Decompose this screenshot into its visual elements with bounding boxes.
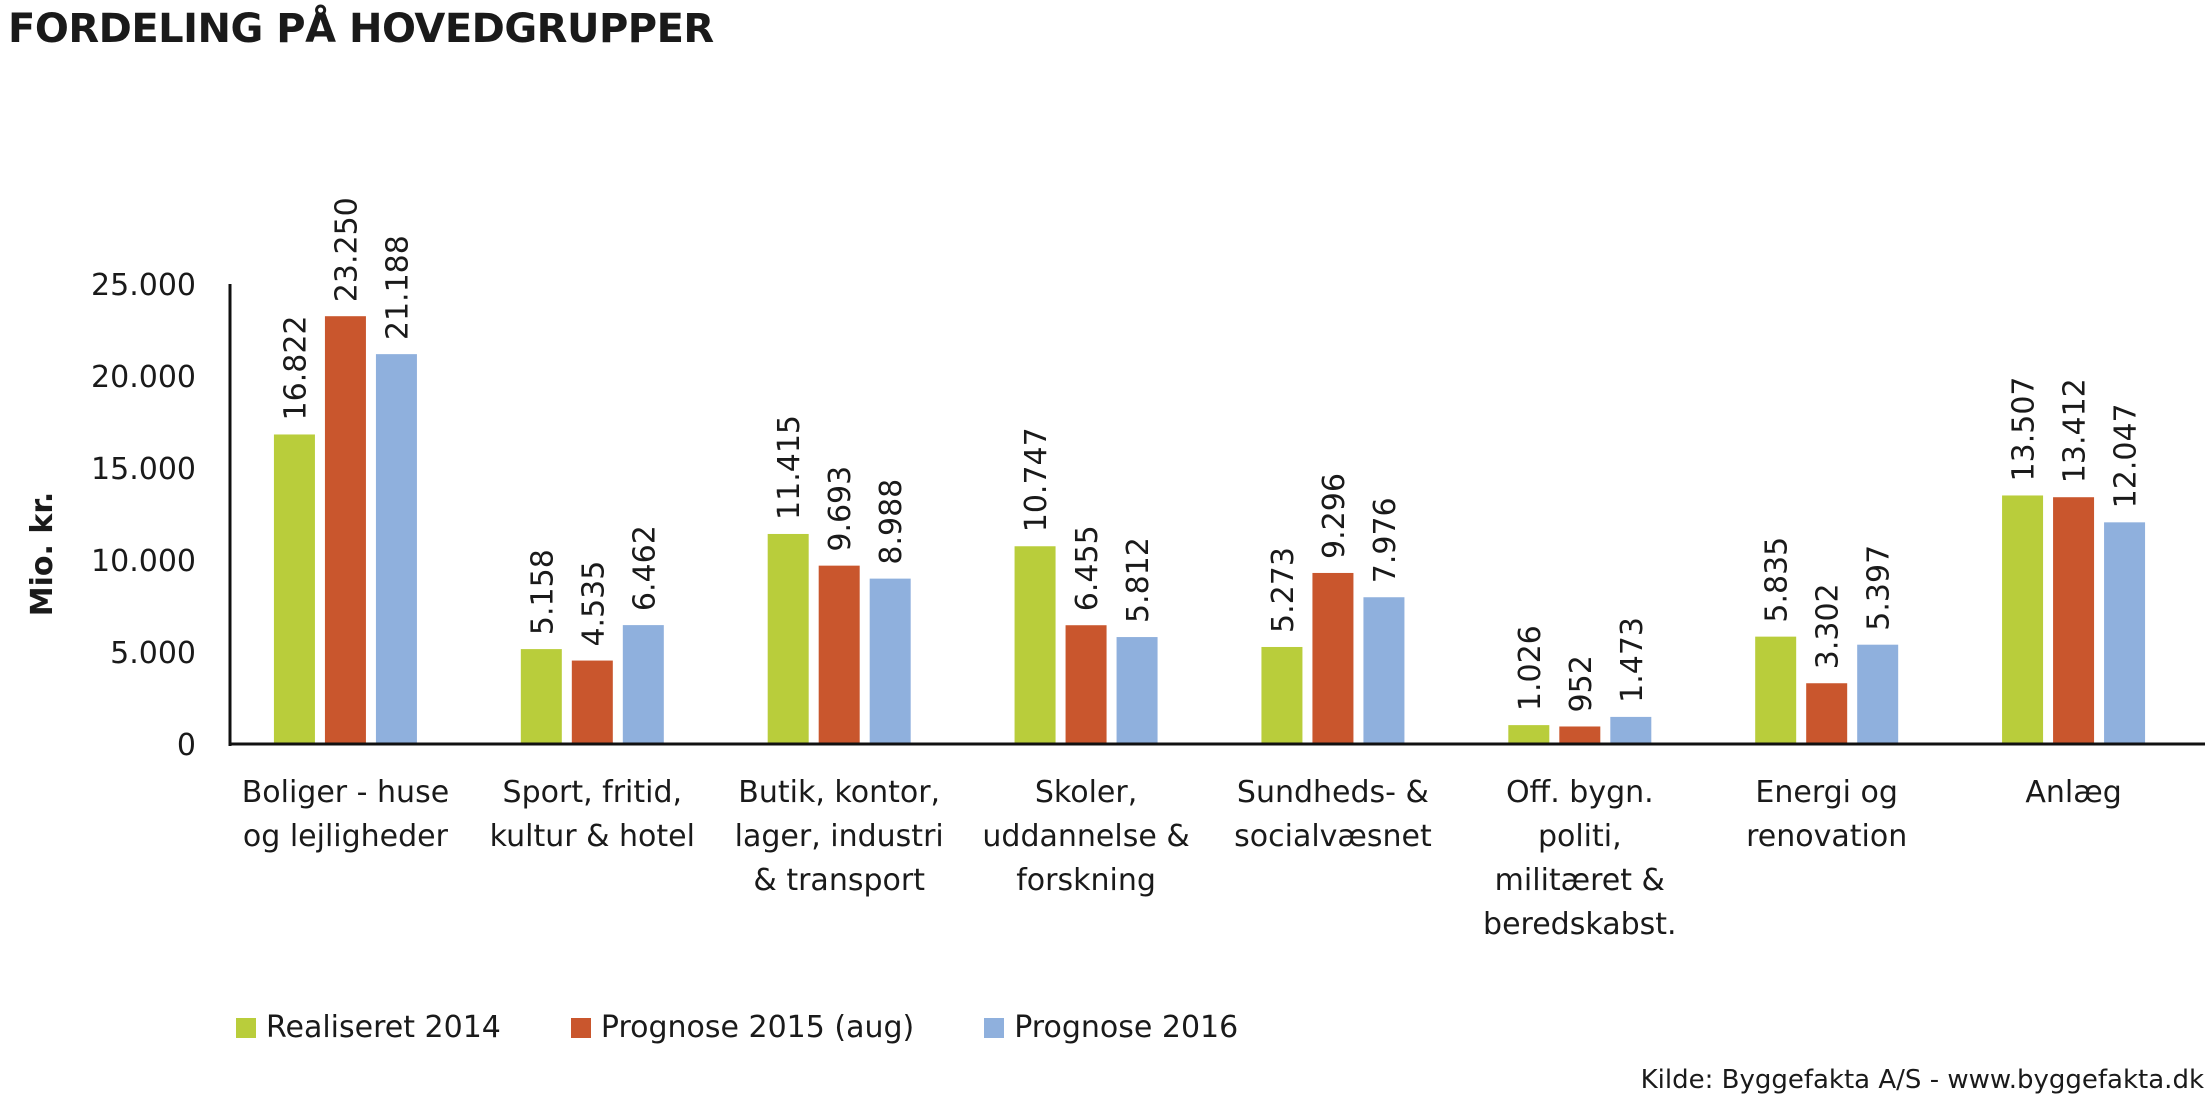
data-label: 6.455 <box>1070 525 1105 611</box>
y-tick-label: 10.000 <box>91 544 196 579</box>
bar <box>1559 726 1601 743</box>
y-tick-label: 0 <box>177 728 196 763</box>
bar <box>273 434 315 743</box>
x-tick-label: lager, industri <box>735 819 944 854</box>
x-tick-label: kultur & hotel <box>490 819 695 854</box>
x-tick-label: Off. bygn. <box>1506 775 1654 810</box>
data-label: 12.047 <box>2109 403 2144 508</box>
bar <box>622 625 664 743</box>
x-tick-label: og lejligheder <box>243 819 449 854</box>
data-label: 9.296 <box>1317 473 1352 559</box>
y-tick-label: 25.000 <box>91 268 196 303</box>
y-axis-label: Mio. kr. <box>25 492 60 616</box>
bar <box>1363 597 1405 743</box>
data-label: 5.835 <box>1760 537 1795 623</box>
x-tick-label: Sundheds- & <box>1237 775 1429 810</box>
x-tick-label: Energi og <box>1755 775 1898 810</box>
legend-label: Prognose 2015 (aug) <box>600 1010 915 1045</box>
legend-swatch <box>236 1017 256 1038</box>
legend-swatch <box>984 1017 1005 1038</box>
legend-item: Prognose 2015 (aug) <box>570 1010 915 1045</box>
bar <box>767 533 809 743</box>
x-tick-label: socialvæsnet <box>1234 819 1432 854</box>
data-label: 3.302 <box>1811 583 1846 669</box>
bar <box>1116 637 1158 743</box>
y-tick-label: 5.000 <box>110 636 196 671</box>
legend-item: Realiseret 2014 <box>236 1010 501 1045</box>
bar <box>571 660 613 743</box>
x-tick-label: uddannelse & <box>982 819 1189 854</box>
bar <box>1857 644 1899 743</box>
bar <box>2053 497 2095 743</box>
data-label: 5.273 <box>1266 547 1301 633</box>
bar <box>520 649 562 743</box>
chart-title: FORDELING PÅ HOVEDGRUPPER <box>8 6 714 52</box>
x-tick-label: Boliger - huse <box>242 775 449 810</box>
x-tick-label: Anlæg <box>2025 775 2121 810</box>
data-label: 6.462 <box>627 525 662 611</box>
data-label: 10.747 <box>1019 427 1054 532</box>
legend-swatch <box>570 1017 591 1038</box>
x-tick-label: Skoler, <box>1035 775 1137 810</box>
x-tick-label: renovation <box>1746 819 1907 854</box>
x-tick-label: militæret & <box>1495 863 1665 898</box>
bar <box>324 316 366 743</box>
x-tick-label: beredskabst. <box>1483 907 1677 942</box>
data-label: 11.415 <box>772 415 807 520</box>
data-label: 9.693 <box>823 466 858 552</box>
data-label: 4.535 <box>576 561 611 647</box>
legend-item: Prognose 2016 <box>984 1010 1238 1045</box>
data-label: 952 <box>1564 655 1599 712</box>
data-label: 21.188 <box>380 235 415 340</box>
y-tick-label: 20.000 <box>91 360 196 395</box>
legend-label: Prognose 2016 <box>1014 1010 1239 1045</box>
bar <box>818 565 860 743</box>
bar <box>1065 625 1107 743</box>
bar <box>1806 683 1848 743</box>
data-label: 13.412 <box>2058 378 2093 483</box>
data-label: 5.812 <box>1121 537 1156 623</box>
data-label: 5.158 <box>525 549 560 635</box>
y-tick-label: 15.000 <box>91 452 196 487</box>
bar <box>2002 495 2044 743</box>
bar <box>1508 725 1550 743</box>
data-label: 5.397 <box>1862 545 1897 631</box>
bar <box>375 354 417 743</box>
legend-label: Realiseret 2014 <box>266 1010 501 1045</box>
x-tick-label: politi, <box>1538 819 1622 854</box>
x-tick-label: & transport <box>753 863 925 898</box>
bar <box>1014 546 1056 743</box>
data-label: 16.822 <box>278 315 313 420</box>
x-tick-label: forskning <box>1016 863 1156 898</box>
data-label: 7.976 <box>1368 497 1403 583</box>
bar <box>1755 636 1797 743</box>
data-label: 23.250 <box>329 197 364 302</box>
bar <box>2104 522 2146 743</box>
x-tick-label: Sport, fritid, <box>503 775 683 810</box>
bar <box>1261 646 1303 743</box>
data-label: 13.507 <box>2007 376 2042 481</box>
bar <box>1610 716 1652 743</box>
legend: Realiseret 2014 Prognose 2015 (aug) Prog… <box>236 1010 1308 1045</box>
x-tick-label: Butik, kontor, <box>738 775 940 810</box>
bar <box>1312 572 1354 743</box>
source-note: Kilde: Byggefakta A/S - www.byggefakta.d… <box>1640 1065 2204 1095</box>
data-label: 1.473 <box>1615 617 1650 703</box>
data-label: 8.988 <box>874 479 909 565</box>
data-label: 1.026 <box>1513 625 1548 711</box>
bar <box>869 578 911 743</box>
